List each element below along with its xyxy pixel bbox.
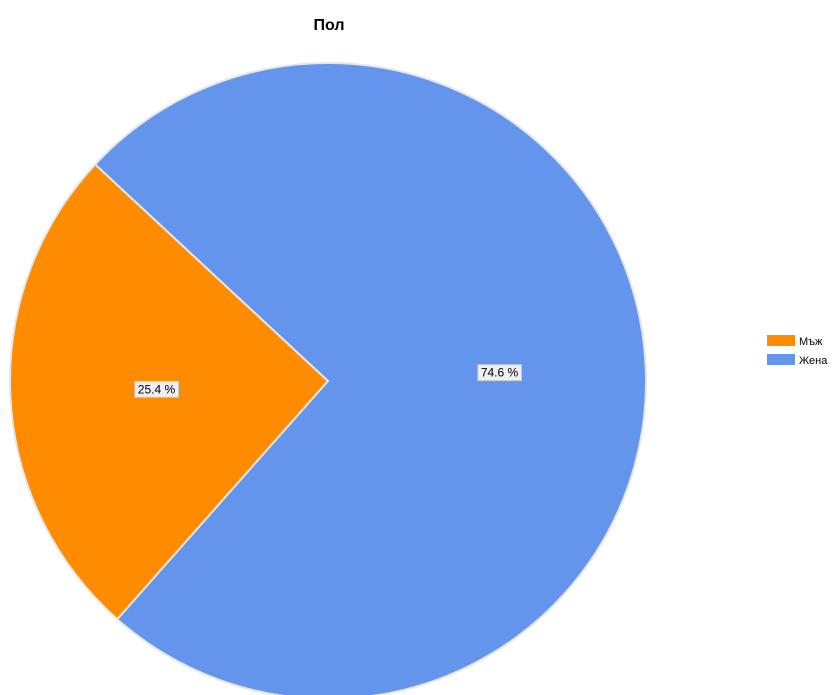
slice-label-text: 74.6 %	[481, 366, 519, 380]
legend-swatch	[767, 354, 795, 365]
slice-label-text: 25.4 %	[138, 382, 176, 396]
legend-label: Мъж	[799, 336, 823, 348]
pie-slices	[9, 62, 647, 695]
slice-data-label-0: 25.4 %	[134, 380, 179, 398]
chart-legend: Мъж Жена	[767, 335, 828, 367]
slice-label-box	[477, 364, 523, 382]
chart-title: Пол	[313, 17, 344, 34]
legend-swatch	[767, 335, 795, 346]
slice-label-box	[134, 380, 179, 398]
slice-data-label-1: 74.6 %	[477, 364, 523, 382]
legend-item-1: Жена	[767, 354, 828, 367]
pie-slice-1	[93, 62, 647, 695]
legend-label: Жена	[799, 355, 828, 367]
pie-data-labels: 25.4 % 74.6 %	[134, 364, 523, 398]
legend-item-0: Мъж	[767, 335, 823, 348]
